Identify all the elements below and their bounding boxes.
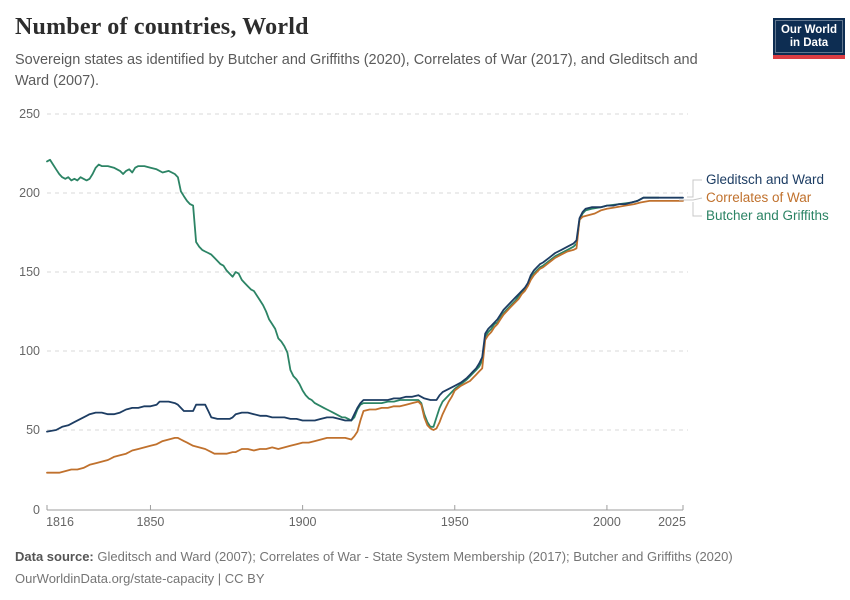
legend-connector-2	[679, 197, 703, 201]
data-source-label: Data source:	[15, 549, 94, 564]
data-source-text: Gleditsch and Ward (2007); Correlates of…	[93, 549, 733, 564]
x-tick-label-1850: 1850	[137, 515, 165, 529]
x-tick-label-1900: 1900	[289, 515, 317, 529]
series-line-gleditsch-and-ward[interactable]	[46, 196, 684, 433]
series-line-butcher-and-griffiths[interactable]	[46, 158, 660, 428]
y-tick-label-150: 150	[19, 265, 40, 279]
owid-logo[interactable]: Our World in Data	[773, 18, 845, 60]
y-tick-label-250: 250	[19, 107, 40, 121]
y-tick-label-50: 50	[26, 423, 40, 437]
owid-url-link[interactable]: OurWorldinData.org/state-capacity | CC B…	[15, 571, 265, 586]
page-title: Number of countries, World	[15, 14, 309, 40]
x-tick-label-2025: 2025	[658, 515, 686, 529]
legend-label-correlates-of-war[interactable]: Correlates of War	[706, 190, 812, 205]
y-tick-label-0: 0	[33, 503, 40, 517]
y-tick-label-200: 200	[19, 186, 40, 200]
page-subtitle: Sovereign states as identified by Butche…	[15, 52, 698, 90]
legend-label-gleditsch-and-ward[interactable]: Gleditsch and Ward	[706, 172, 824, 187]
y-tick-label-100: 100	[19, 344, 40, 358]
x-tick-label-2000: 2000	[593, 515, 621, 529]
chart-header: Number of countries, World Sovereign sta…	[15, 14, 755, 92]
data-source-line: Data source: Gleditsch and Ward (2007); …	[15, 546, 733, 568]
legend-connector-3	[692, 202, 702, 217]
owid-logo-line2: in Data	[789, 37, 829, 50]
legend-connector-1	[687, 179, 702, 198]
chart-footer: Data source: Gleditsch and Ward (2007); …	[15, 546, 733, 590]
series-line-correlates-of-war[interactable]	[46, 199, 684, 474]
owid-logo-text: Our World in Data	[775, 20, 843, 54]
owid-logo-red-bar	[773, 55, 845, 60]
owid-logo-line1: Our World	[780, 24, 837, 36]
x-tick-label-1816: 1816	[46, 515, 74, 529]
legend-label-butcher-and-griffiths[interactable]: Butcher and Griffiths	[706, 208, 829, 223]
x-tick-label-1950: 1950	[441, 515, 469, 529]
